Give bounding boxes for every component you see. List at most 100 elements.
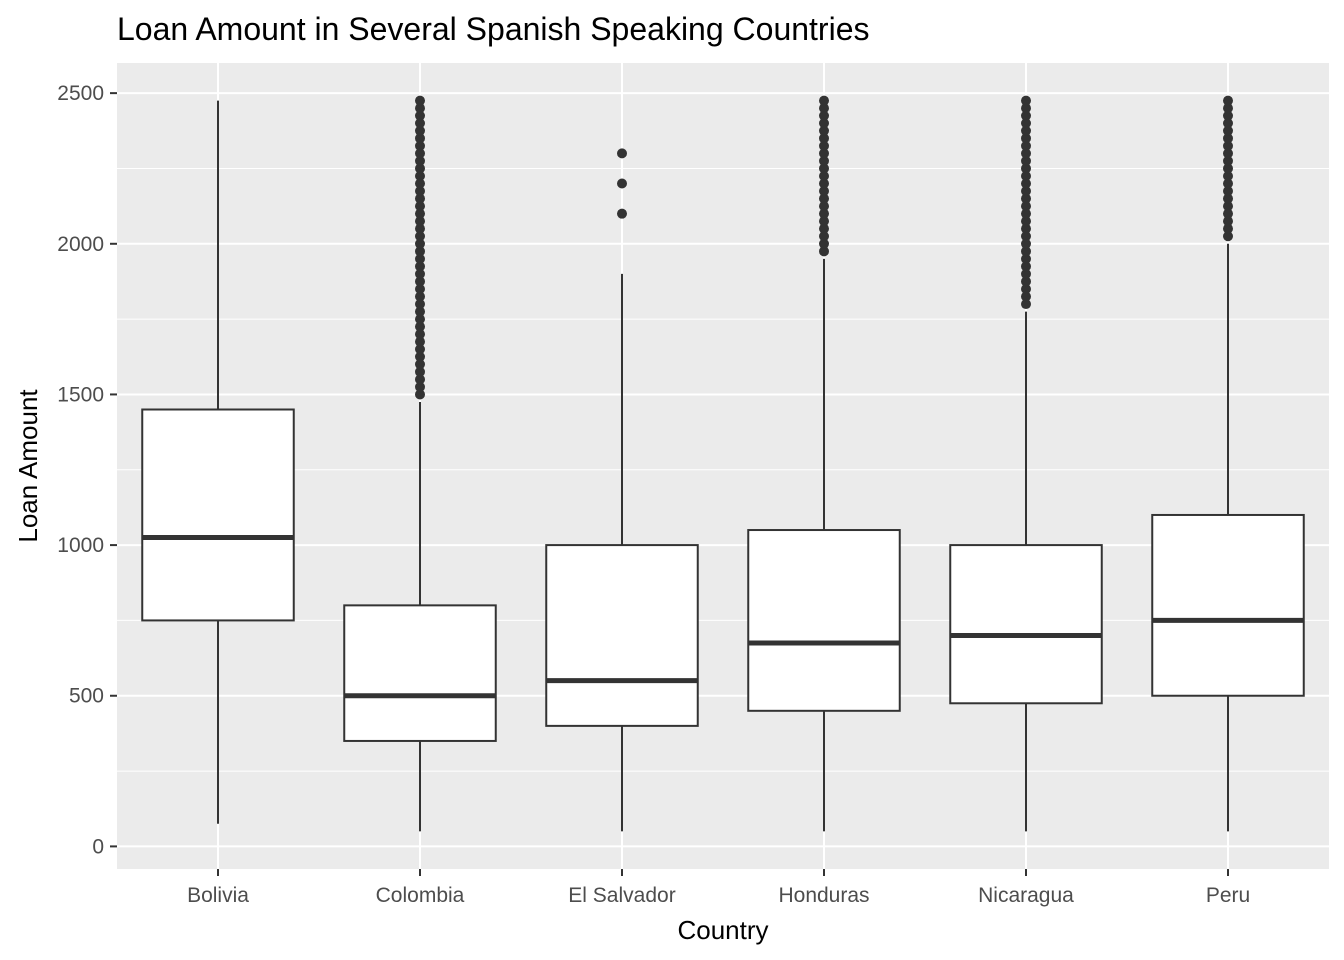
outlier-point [415, 223, 425, 234]
outlier-point [1223, 133, 1233, 144]
outlier-point [415, 155, 425, 166]
y-tick-label: 1000 [57, 534, 104, 557]
outlier-point [415, 291, 425, 302]
outlier-point [1223, 155, 1233, 166]
outlier-point [617, 208, 627, 219]
outlier-point [819, 170, 829, 181]
outlier-point [1223, 201, 1233, 212]
outlier-point [819, 223, 829, 234]
outlier-point [1021, 276, 1031, 287]
outlier-point [1021, 291, 1031, 302]
outlier-point [415, 351, 425, 362]
outlier-point [415, 276, 425, 287]
box-iqr [141, 408, 295, 622]
outlier-point [415, 283, 425, 294]
outlier-point [819, 155, 829, 166]
box-peru [1151, 95, 1305, 832]
outlier-point [819, 246, 829, 257]
outlier-point [1021, 208, 1031, 219]
outlier-point [415, 118, 425, 129]
outlier-point [1021, 133, 1031, 144]
outlier-point [819, 163, 829, 174]
outlier-point [819, 178, 829, 189]
outlier-point [415, 299, 425, 310]
outlier-point [415, 95, 425, 106]
y-axis-title: Loan Amount [13, 389, 43, 543]
outlier-point [819, 193, 829, 204]
outlier-point [819, 103, 829, 114]
boxes [141, 95, 1305, 832]
y-tick-label: 2000 [57, 233, 104, 256]
grid-minor [117, 167, 1329, 772]
x-tick-label: Peru [1206, 884, 1250, 907]
outlier-point [1021, 170, 1031, 181]
outlier-point [415, 329, 425, 340]
outlier-point [819, 201, 829, 212]
plot-panel [117, 63, 1329, 869]
outlier-point [819, 148, 829, 159]
outlier-point [819, 125, 829, 136]
outlier-point [1021, 253, 1031, 264]
y-tick-label: 0 [92, 835, 104, 858]
outlier-point [819, 231, 829, 242]
outlier-point [1223, 231, 1233, 242]
outlier-point [415, 178, 425, 189]
outlier-point [1021, 163, 1031, 174]
outlier-point [1223, 163, 1233, 174]
outlier-point [415, 170, 425, 181]
x-tick-label: Colombia [376, 884, 465, 907]
box-iqr [1151, 513, 1305, 697]
x-tick-label: Honduras [778, 884, 869, 907]
outlier-point [819, 140, 829, 151]
outlier-point [415, 314, 425, 325]
outlier-point [415, 201, 425, 212]
box-colombia [343, 95, 497, 832]
outlier-point [819, 238, 829, 249]
outlier-point [1223, 178, 1233, 189]
outlier-point [1223, 193, 1233, 204]
outlier-point [1021, 216, 1031, 227]
outlier-point [415, 231, 425, 242]
box-bolivia [141, 100, 295, 824]
outlier-point [819, 216, 829, 227]
outlier-point [415, 103, 425, 114]
y-tick-label: 500 [69, 685, 104, 708]
outlier-point [1223, 110, 1233, 121]
box-nicaragua [949, 95, 1103, 832]
box-iqr [343, 604, 497, 742]
outlier-point [1021, 201, 1031, 212]
outlier-point [415, 336, 425, 347]
outlier-point [1021, 155, 1031, 166]
outlier-point [1021, 223, 1031, 234]
chart-title: Loan Amount in Several Spanish Speaking … [117, 11, 869, 47]
outlier-point [1223, 186, 1233, 197]
outlier-point [1223, 140, 1233, 151]
outlier-point [819, 95, 829, 106]
outlier-point [617, 178, 627, 189]
outlier-point [1021, 246, 1031, 257]
outlier-point [415, 140, 425, 151]
y-tick-label: 1500 [57, 383, 104, 406]
outlier-point [1223, 95, 1233, 106]
outlier-point [1223, 208, 1233, 219]
outlier-point [1223, 216, 1233, 227]
outlier-point [1223, 148, 1233, 159]
outlier-point [1223, 118, 1233, 129]
outlier-point [1021, 118, 1031, 129]
x-tick-label: El Salvador [568, 884, 675, 907]
outlier-point [415, 261, 425, 272]
outlier-point [1021, 103, 1031, 114]
outlier-point [415, 306, 425, 317]
outlier-point [1021, 231, 1031, 242]
outlier-point [415, 238, 425, 249]
outlier-point [415, 186, 425, 197]
outlier-point [415, 359, 425, 370]
y-axis: 0 500 1000 1500 2000 2500 [57, 82, 117, 858]
x-tick-label: Bolivia [187, 884, 249, 907]
outlier-point [1021, 261, 1031, 272]
outlier-point [819, 133, 829, 144]
outlier-point [415, 133, 425, 144]
outlier-point [1021, 193, 1031, 204]
outlier-point [1021, 140, 1031, 151]
